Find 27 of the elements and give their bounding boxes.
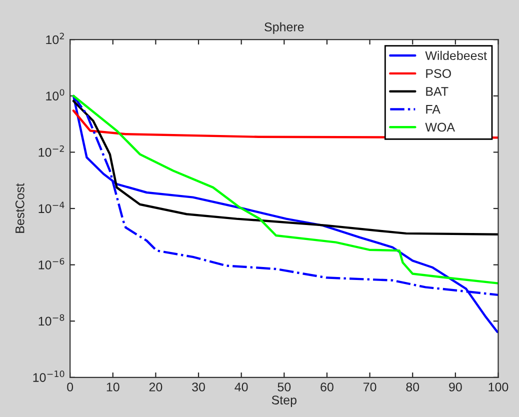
x-tick-label: 70 <box>363 382 376 392</box>
x-tick-label: 30 <box>192 382 205 392</box>
y-tick-label: 10$^{0}$ <box>46 89 64 100</box>
y-tick-label: 10$^{−4}$ <box>38 202 64 214</box>
x-tick-label: 10 <box>106 382 120 392</box>
x-tick-label: 90 <box>449 382 462 392</box>
y-tick-label: 10$^{−6}$ <box>38 258 64 270</box>
legend-label: BAT <box>426 87 448 96</box>
legend-label: FA <box>426 105 440 114</box>
legend-label: PSO <box>426 69 451 78</box>
x-tick-label: 0 <box>67 382 74 392</box>
y-tick-label: 10$^{2}$ <box>46 32 64 44</box>
chart-title: Sphere <box>264 22 304 34</box>
x-axis-title: Step <box>272 396 296 407</box>
x-tick-label: 20 <box>149 382 162 392</box>
x-tick-label: 100 <box>488 382 508 392</box>
line-series <box>72 100 498 236</box>
y-tick-label: 10$^{−2}$ <box>38 145 64 157</box>
y-axis-title: BestCost <box>15 183 24 233</box>
legend-label: Wildebeest <box>425 50 487 60</box>
x-tick-label: 50 <box>278 382 291 392</box>
y-tick-label: 10$^{−8}$ <box>38 314 64 326</box>
x-tick-label: 40 <box>234 382 248 392</box>
x-tick-label: 80 <box>406 382 420 392</box>
x-tick-label: 60 <box>320 382 334 392</box>
legend-label: WOA <box>425 122 455 132</box>
y-tick-label: 10$^{−10}$ <box>33 370 64 382</box>
